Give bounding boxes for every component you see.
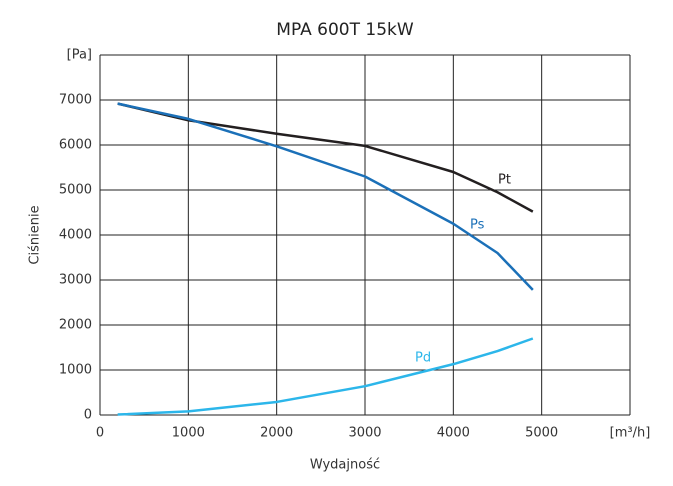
chart-title: MPA 600T 15kW [276, 20, 414, 40]
y-tick-label: 1000 [59, 363, 92, 378]
y-tick-label: 2000 [59, 318, 92, 333]
y-axis-title: Ciśnienie [28, 205, 43, 264]
x-tick-label: 4000 [437, 426, 470, 441]
x-axis-title: Wydajność [310, 458, 380, 473]
x-tick-label: 1000 [172, 426, 205, 441]
y-tick-label: 5000 [59, 183, 92, 198]
series-label: Pt [498, 173, 511, 188]
y-tick-label: 7000 [59, 93, 92, 108]
series-label: Ps [470, 218, 485, 233]
series-line [117, 102, 534, 291]
series-label: Pd [415, 351, 431, 366]
series-line [117, 337, 534, 416]
x-tick-label: 0 [96, 426, 104, 441]
y-tick-label: 0 [84, 408, 92, 423]
x-tick-label: 3000 [348, 426, 381, 441]
y-tick-label: 4000 [59, 228, 92, 243]
x-tick-label: [m³/h] [610, 426, 651, 441]
series-line [117, 102, 534, 213]
y-tick-label: 6000 [59, 138, 92, 153]
x-tick-label: 5000 [525, 426, 558, 441]
y-tick-label: 3000 [59, 273, 92, 288]
y-tick-label: [Pa] [67, 48, 92, 63]
x-tick-label: 2000 [260, 426, 293, 441]
